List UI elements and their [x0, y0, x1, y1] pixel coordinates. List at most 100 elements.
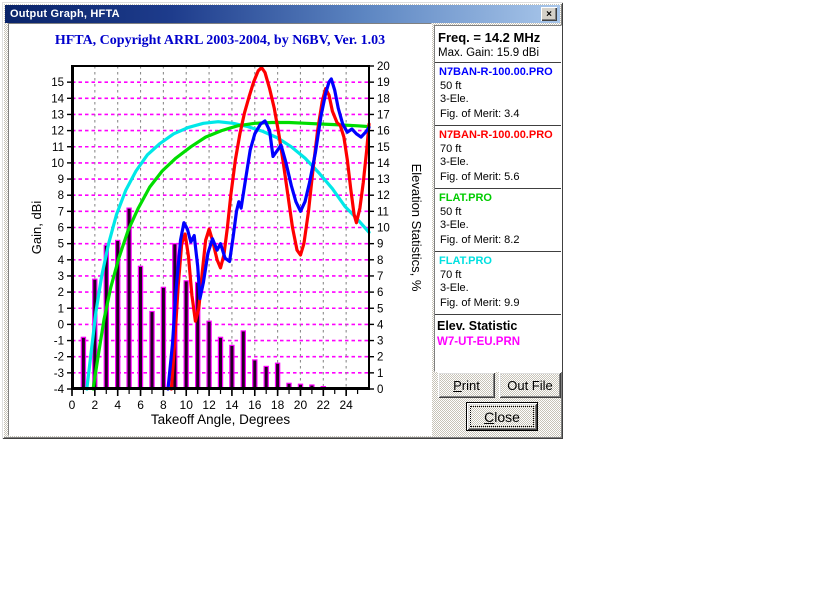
svg-text:-3: -3 [54, 368, 64, 380]
legend-entry-2: FLAT.PRO 50 ft 3-Ele. Fig. of Merit: 8.2 [435, 188, 561, 251]
svg-text:22: 22 [317, 398, 331, 412]
svg-text:7: 7 [58, 206, 64, 218]
svg-text:7: 7 [377, 271, 383, 283]
svg-text:6: 6 [137, 398, 144, 412]
svg-text:16: 16 [248, 398, 262, 412]
svg-text:4: 4 [377, 319, 384, 331]
print-button-label: Print [453, 377, 480, 393]
legend-file-name: N7BAN-R-100.00.PRO [439, 66, 553, 78]
legend-entry-0: N7BAN-R-100.00.PRO 50 ft 3-Ele. Fig. of Mer… [435, 62, 561, 125]
legend-figure-of-merit: Fig. of Merit: 8.2 [440, 234, 520, 246]
svg-text:15: 15 [377, 142, 390, 154]
svg-text:20: 20 [294, 398, 308, 412]
info-panel: Freq. = 14.2 MHz Max. Gain: 15.9 dBi N7B… [434, 25, 562, 372]
legend-antenna-elements: 3-Ele. [440, 93, 469, 105]
svg-text:11: 11 [52, 142, 64, 154]
legend-figure-of-merit: Fig. of Merit: 5.6 [440, 171, 520, 183]
legend-entries: N7BAN-R-100.00.PRO 50 ft 3-Ele. Fig. of Mer… [435, 62, 561, 314]
legend-file-name: N7BAN-R-100.00.PRO [439, 129, 553, 141]
svg-text:0: 0 [377, 384, 383, 396]
svg-text:3: 3 [58, 271, 64, 283]
svg-text:-4: -4 [54, 384, 65, 396]
svg-text:13: 13 [51, 110, 64, 122]
window-title: Output Graph, HFTA [10, 8, 120, 20]
svg-text:8: 8 [58, 190, 64, 202]
out-file-button-label: Out File [507, 377, 553, 393]
svg-text:24: 24 [339, 398, 353, 412]
series-3 [85, 120, 371, 391]
svg-text:15: 15 [51, 77, 64, 89]
legend-antenna-elements: 3-Ele. [440, 282, 469, 294]
legend-figure-of-merit: Fig. of Merit: 3.4 [440, 108, 520, 120]
svg-text:9: 9 [58, 174, 64, 186]
svg-text:10: 10 [377, 223, 390, 235]
svg-text:10: 10 [180, 398, 194, 412]
svg-text:13: 13 [377, 174, 390, 186]
series-0 [166, 77, 371, 391]
svg-text:20: 20 [377, 61, 390, 73]
svg-text:5: 5 [58, 239, 64, 251]
svg-text:-2: -2 [54, 352, 64, 364]
svg-text:2: 2 [58, 287, 64, 299]
legend-entry-3: FLAT.PRO 70 ft 3-Ele. Fig. of Merit: 9.9 [435, 251, 561, 314]
y-axis-left-title: Gain, dBi [29, 201, 44, 255]
svg-text:0: 0 [69, 398, 76, 412]
legend-entry-1: N7BAN-R-100.00.PRO 70 ft 3-Ele. Fig. of Mer… [435, 125, 561, 188]
frequency-label: Freq. = 14.2 MHz [438, 30, 541, 45]
close-icon: × [546, 8, 552, 20]
svg-text:10: 10 [51, 158, 64, 170]
close-window-button-label: Close [484, 408, 520, 425]
legend-antenna-height: 50 ft [440, 79, 462, 92]
output-graph-window: Output Graph, HFTA × HFTA, Copyright ARR… [2, 2, 563, 439]
legend-antenna-height: 70 ft [440, 268, 462, 281]
titlebar[interactable]: Output Graph, HFTA × [5, 5, 560, 23]
svg-text:4: 4 [114, 398, 121, 412]
svg-text:1: 1 [58, 303, 64, 315]
svg-text:0: 0 [58, 319, 64, 331]
gridlines [72, 66, 369, 389]
svg-text:11: 11 [377, 206, 389, 218]
svg-text:18: 18 [377, 93, 390, 105]
svg-text:12: 12 [51, 126, 64, 138]
legend-file-name: FLAT.PRO [439, 192, 492, 204]
svg-text:6: 6 [377, 287, 383, 299]
print-button[interactable]: Print [438, 372, 495, 398]
divider [435, 314, 561, 315]
close-window-button[interactable]: Close [466, 402, 538, 431]
svg-text:9: 9 [377, 239, 383, 251]
close-button[interactable]: × [541, 7, 557, 21]
legend-antenna-elements: 3-Ele. [440, 219, 469, 231]
svg-text:2: 2 [92, 398, 99, 412]
out-file-button[interactable]: Out File [499, 372, 561, 398]
svg-text:1: 1 [377, 368, 383, 380]
svg-text:18: 18 [271, 398, 285, 412]
svg-text:4: 4 [58, 255, 65, 267]
series-1 [169, 65, 371, 391]
svg-text:12: 12 [377, 190, 390, 202]
svg-text:12: 12 [202, 398, 216, 412]
svg-text:14: 14 [225, 398, 239, 412]
svg-text:2: 2 [377, 352, 383, 364]
chart-title: HFTA, Copyright ARRL 2003-2004, by N6BV,… [54, 33, 386, 48]
x-axis: 0 2 4 6 8 10 12 14 16 18 20 22 24 [69, 389, 359, 412]
elev-statistic-label: Elev. Statistic [437, 319, 518, 333]
plot-area: -4 -3 -2 -1 0 1 2 3 4 5 6 7 8 9 10 11 12 13 14 15 0 1 2 3 4 5 6 7 8 9… [9, 24, 431, 435]
elev-statistic-file: W7-UT-EU.PRN [437, 336, 521, 348]
svg-text:6: 6 [58, 223, 64, 235]
svg-text:14: 14 [377, 158, 390, 170]
legend-figure-of-merit: Fig. of Merit: 9.9 [440, 297, 520, 309]
chart-panel: HFTA, Copyright ARRL 2003-2004, by N6BV,… [8, 23, 432, 436]
max-gain-label: Max. Gain: 15.9 dBi [438, 47, 539, 59]
x-axis-title: Takeoff Angle, Degrees [151, 412, 291, 427]
svg-text:17: 17 [377, 110, 390, 122]
series-2 [91, 120, 371, 391]
legend-file-name: FLAT.PRO [439, 255, 492, 267]
svg-text:14: 14 [51, 93, 64, 105]
svg-text:8: 8 [377, 255, 383, 267]
svg-text:16: 16 [377, 126, 390, 138]
legend-antenna-height: 70 ft [440, 142, 462, 155]
svg-text:5: 5 [377, 303, 383, 315]
